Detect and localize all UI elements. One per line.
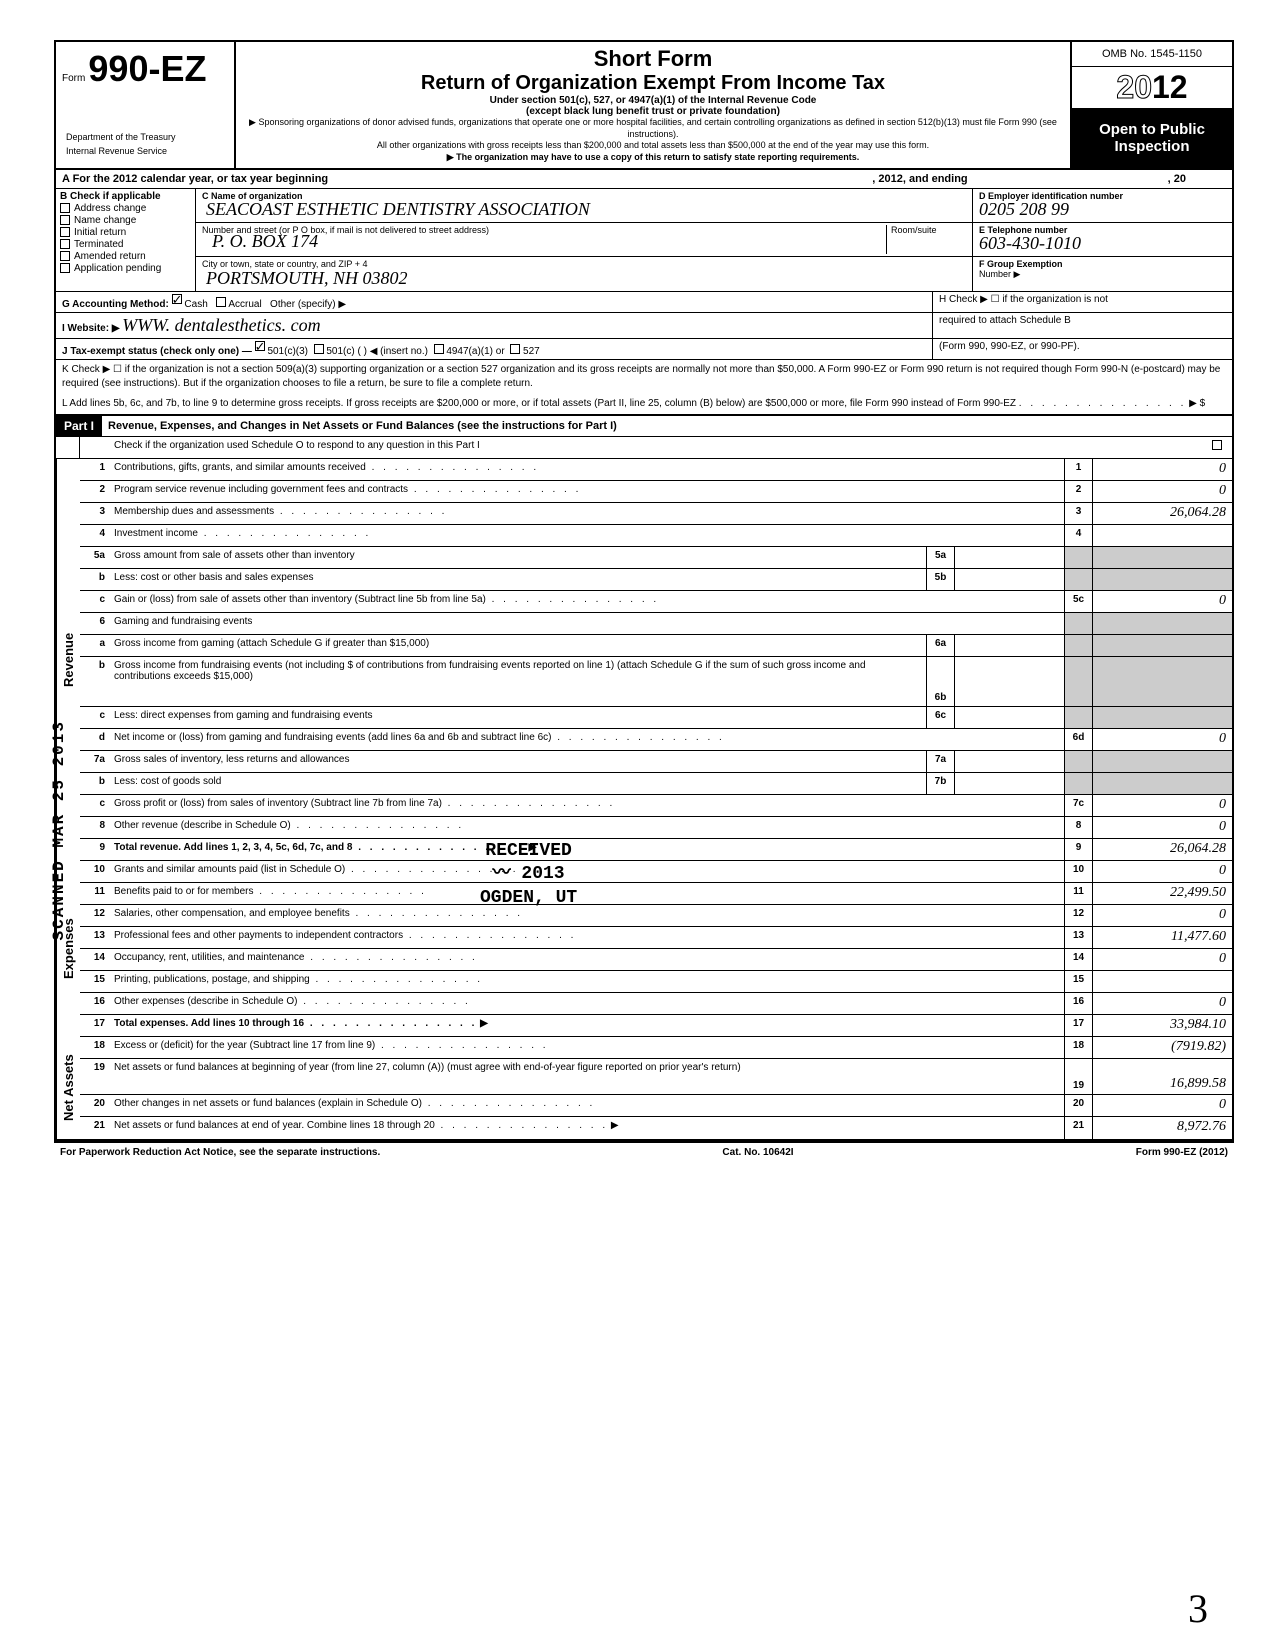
ein: 0205 208 99 (979, 199, 1069, 220)
part1-header: Part I Revenue, Expenses, and Changes in… (56, 415, 1232, 437)
check-column: B Check if applicable Address change Nam… (56, 189, 196, 291)
header: Form 990-EZ Department of the Treasury I… (56, 42, 1232, 170)
row-i: I Website: ▶ WWW. dentalesthetics. com r… (56, 313, 1232, 339)
check-accrual[interactable] (216, 297, 226, 307)
section-bcdef: B Check if applicable Address change Nam… (56, 189, 1232, 292)
scanned-stamp: SCANNED MAR 25 2013 (50, 720, 68, 940)
right-header: OMB No. 1545-1150 2012 Open to Public In… (1072, 42, 1232, 168)
check-501c[interactable] (314, 344, 324, 354)
title-cell: Short Form Return of Organization Exempt… (236, 42, 1072, 168)
check-initial[interactable] (60, 227, 70, 237)
form-number: 990-EZ (88, 48, 206, 89)
fine-1: Sponsoring organizations of donor advise… (242, 117, 1064, 140)
footer: For Paperwork Reduction Act Notice, see … (54, 1143, 1234, 1162)
check-address[interactable] (60, 203, 70, 213)
dept-treasury: Department of the Treasury (62, 130, 228, 144)
row-k: K Check ▶ ☐ if the organization is not a… (56, 360, 1232, 394)
street: P. O. BOX 174 (212, 231, 318, 252)
check-terminated[interactable] (60, 239, 70, 249)
netassets-label: Net Assets (56, 1037, 80, 1139)
return-title: Return of Organization Exempt From Incom… (242, 72, 1064, 95)
right-info: D Employer identification number 0205 20… (972, 189, 1232, 291)
open-to-public: Open to Public Inspection (1072, 109, 1232, 168)
fine-2: All other organizations with gross recei… (242, 140, 1064, 152)
form-prefix: Form (62, 73, 85, 84)
row-a: A For the 2012 calendar year, or tax yea… (56, 170, 1232, 189)
omb-number: OMB No. 1545-1150 (1072, 42, 1232, 67)
row-g: G Accounting Method: Cash Accrual Other … (56, 292, 1232, 313)
check-501c3[interactable] (255, 341, 265, 351)
city: PORTSMOUTH, NH 03802 (206, 268, 408, 289)
page-number: 3 (1188, 1585, 1208, 1632)
form-number-cell: Form 990-EZ Department of the Treasury I… (56, 42, 236, 168)
check-schedule-o[interactable] (1212, 440, 1222, 450)
check-527[interactable] (510, 344, 520, 354)
expenses-section: Expenses 10Grants and similar amounts pa… (56, 861, 1232, 1037)
row-j: J Tax-exempt status (check only one) — 5… (56, 339, 1232, 360)
check-pending[interactable] (60, 263, 70, 273)
check-cash[interactable] (172, 294, 182, 304)
revenue-section: Revenue 1Contributions, gifts, grants, a… (56, 459, 1232, 861)
website: WWW. dentalesthetics. com (122, 315, 320, 335)
check-4947[interactable] (434, 344, 444, 354)
tax-year: 2012 (1072, 67, 1232, 109)
subtitle-1: Under section 501(c), 527, or 4947(a)(1)… (242, 95, 1064, 106)
check-name[interactable] (60, 215, 70, 225)
short-form-title: Short Form (242, 46, 1064, 72)
netassets-section: Net Assets 18Excess or (deficit) for the… (56, 1037, 1232, 1141)
org-name: SEACOAST ESTHETIC DENTISTRY ASSOCIATION (206, 199, 590, 220)
check-amended[interactable] (60, 251, 70, 261)
name-address: C Name of organization SEACOAST ESTHETIC… (196, 189, 972, 291)
subtitle-2: (except black lung benefit trust or priv… (242, 106, 1064, 117)
form-990ez: Form 990-EZ Department of the Treasury I… (54, 40, 1234, 1143)
row-l: L Add lines 5b, 6c, and 7b, to line 9 to… (56, 394, 1232, 415)
phone: 603-430-1010 (979, 233, 1081, 254)
fine-3: The organization may have to use a copy … (242, 152, 1064, 164)
dept-irs: Internal Revenue Service (62, 144, 228, 158)
